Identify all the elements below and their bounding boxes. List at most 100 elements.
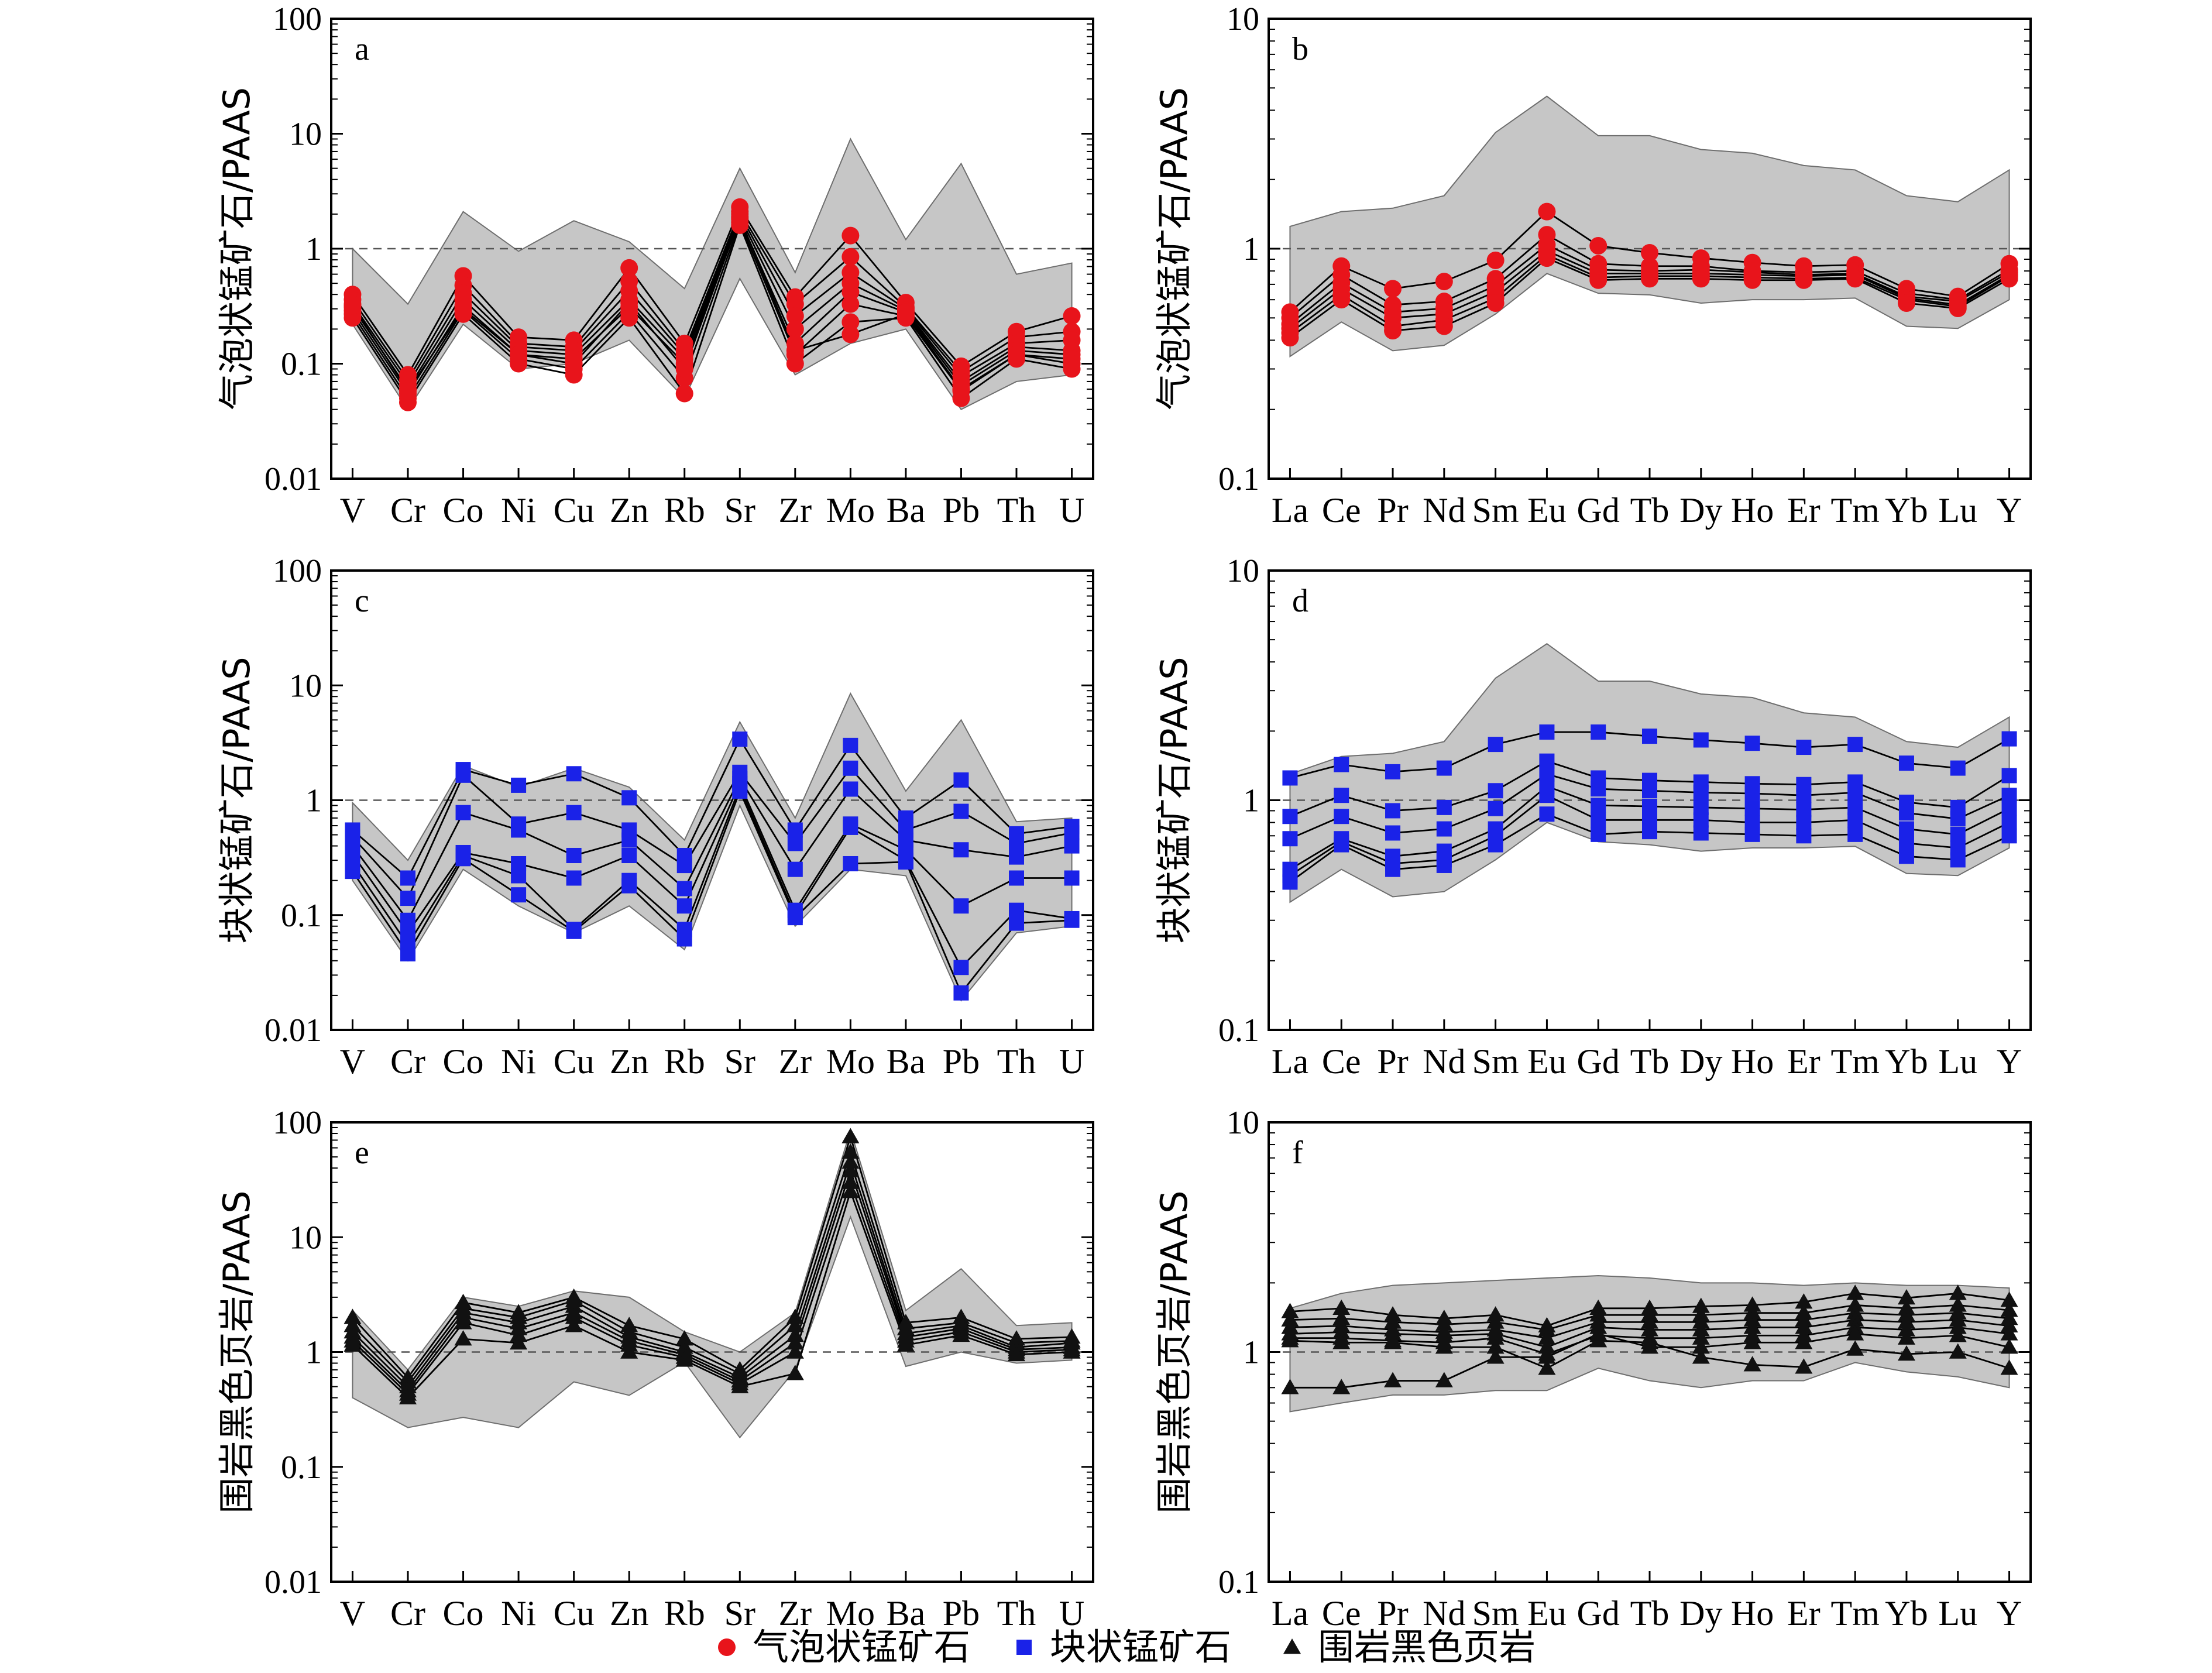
data-point <box>1692 1297 1710 1313</box>
data-point <box>1008 849 1024 865</box>
data-point <box>1281 1303 1299 1318</box>
data-point <box>786 307 804 325</box>
data-point <box>1589 271 1608 289</box>
x-tick-label: Dy <box>1679 491 1722 530</box>
data-point <box>786 1334 804 1350</box>
data-point <box>1384 322 1402 340</box>
data-point <box>1332 1299 1351 1315</box>
x-tick-label: U <box>1059 1042 1084 1081</box>
data-point <box>786 1326 804 1342</box>
data-point <box>786 1343 804 1359</box>
data-point <box>1538 249 1556 267</box>
data-point <box>1795 1318 1813 1334</box>
x-tick-label: Tm <box>1831 491 1880 530</box>
series-line <box>352 1167 1072 1392</box>
data-point <box>675 360 693 378</box>
legend-item: 围岩黑色页岩 <box>1283 1626 1536 1668</box>
data-point <box>1538 1321 1556 1337</box>
legend: 气泡状锰矿石 块状锰矿石 围岩黑色页岩 <box>718 1626 1536 1668</box>
data-point <box>1641 243 1658 262</box>
data-point <box>1486 1329 1505 1345</box>
legend-item: 块状锰矿石 <box>1016 1626 1231 1668</box>
data-point <box>1282 770 1298 786</box>
data-point <box>843 760 858 776</box>
series-line <box>352 222 1072 404</box>
data-point <box>1435 1315 1453 1331</box>
y-tick-label: 0.01 <box>265 461 322 497</box>
data-point <box>1847 737 1863 753</box>
panel-label: e <box>355 1135 369 1171</box>
data-point <box>841 1143 860 1159</box>
data-point <box>621 790 637 806</box>
data-point <box>1488 801 1503 816</box>
x-tick-label: Zr <box>778 1594 812 1633</box>
x-tick-label: Eu <box>1527 1042 1567 1081</box>
x-tick-label: Ce <box>1322 1042 1361 1081</box>
data-point <box>1950 826 1966 842</box>
x-tick-label: La <box>1272 491 1308 530</box>
data-point <box>1589 236 1608 255</box>
envelope-area <box>1289 95 2010 358</box>
data-point <box>1950 760 1966 776</box>
data-point <box>1385 861 1401 877</box>
x-tick-label: Ni <box>501 1042 536 1081</box>
data-point <box>1008 836 1024 851</box>
data-point <box>510 345 528 363</box>
data-point <box>1795 1293 1813 1309</box>
data-point <box>1384 1334 1402 1349</box>
panel-label: c <box>355 583 369 619</box>
y-tick-label: 0.01 <box>265 1564 322 1600</box>
data-point <box>1898 755 1914 771</box>
panel-label: a <box>355 31 369 67</box>
data-point <box>1693 732 1709 748</box>
panel-label: d <box>1292 583 1308 619</box>
series-line <box>352 214 1072 391</box>
x-tick-label: Rb <box>664 1594 705 1633</box>
x-tick-label: Mo <box>826 1594 875 1633</box>
panel-a: 0.01 0.1 1 10 100 V Cr Co Ni Cu Zn Rb Sr Zr Mo Ba Pb Th Ua… <box>215 1 1094 530</box>
series-line <box>352 785 1072 969</box>
x-tick-label: Ba <box>887 1042 926 1081</box>
x-tick-label: Sm <box>1472 1594 1519 1633</box>
data-point <box>1897 1345 1915 1361</box>
y-tick-label: 100 <box>273 553 322 589</box>
data-point <box>1063 355 1081 373</box>
data-point <box>1064 838 1080 854</box>
y-tick-label: 0.1 <box>281 346 322 383</box>
data-point <box>620 294 638 312</box>
legend-label: 围岩黑色页岩 <box>1318 1626 1536 1668</box>
data-point <box>786 342 804 360</box>
data-point <box>841 1128 860 1143</box>
data-point <box>1796 815 1812 830</box>
data-point <box>1796 788 1812 803</box>
x-tick-label: Gd <box>1577 491 1620 530</box>
data-point <box>2001 828 2017 844</box>
x-tick-label: Th <box>997 1042 1036 1081</box>
data-point <box>566 923 582 939</box>
data-point <box>1488 837 1503 853</box>
data-point <box>1334 757 1349 772</box>
x-tick-label: Ce <box>1322 491 1361 530</box>
data-point <box>1063 307 1081 325</box>
x-tick-label: Ni <box>501 1594 536 1633</box>
data-point <box>786 1308 804 1324</box>
x-tick-label: U <box>1059 1594 1084 1633</box>
x-tick-label: Ho <box>1731 1594 1774 1633</box>
data-point <box>454 1314 472 1330</box>
series-line <box>352 212 1072 386</box>
series-line <box>352 777 1072 922</box>
data-point <box>1897 1289 1915 1305</box>
data-point <box>1282 874 1298 890</box>
data-point <box>344 297 362 315</box>
x-tick-label: Tm <box>1831 1042 1880 1081</box>
data-point <box>1693 825 1709 841</box>
data-point <box>511 868 527 884</box>
data-point <box>1897 294 1915 312</box>
panel-c: 0.01 0.1 1 10 100 V Cr Co Ni Cu Zn Rb Sr Zr Mo Ba Pb Th Uc… <box>215 553 1094 1081</box>
x-tick-label: La <box>1272 1594 1308 1633</box>
data-point <box>566 766 582 782</box>
panel-d: 0.1 1 10 La Ce Pr Nd Sm Eu Gd Tb Dy Ho Er Tm Yb Lu Yd 块状锰矿… <box>1153 553 2032 1081</box>
data-point <box>2001 815 2017 830</box>
data-point <box>566 870 582 886</box>
y-tick-label: 1 <box>1243 1335 1259 1371</box>
